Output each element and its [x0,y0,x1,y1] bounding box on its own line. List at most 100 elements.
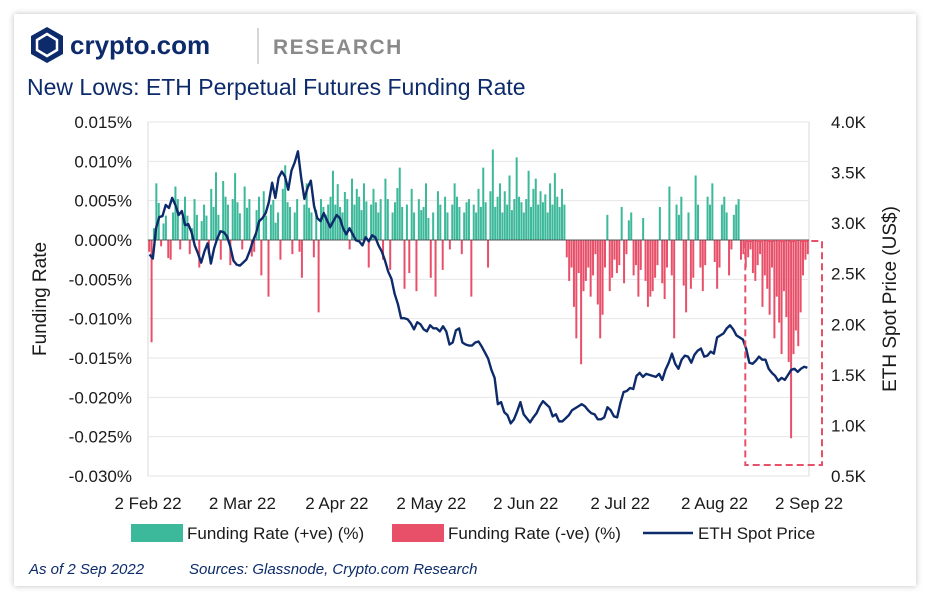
funding-bar-positive [377,212,380,240]
funding-bar-positive [513,199,516,240]
funding-bar-positive [563,204,566,240]
funding-bar-negative [434,240,437,297]
funding-bar-negative [754,240,757,281]
funding-bar-positive [720,204,723,240]
funding-bar-positive [413,212,416,240]
funding-bar-negative [618,240,621,266]
funding-bar-negative [389,240,392,270]
funding-bar-negative [654,240,657,278]
funding-bar-negative [608,240,611,292]
funding-bar-positive [472,204,475,240]
funding-bar-positive [737,199,740,240]
funding-bar-positive [694,175,697,240]
funding-bar-positive [725,212,728,240]
funding-bar-negative [596,240,599,305]
funding-bar-positive [732,214,735,240]
funding-bar-negative [778,240,781,323]
funding-bar-positive [465,202,468,240]
funding-bar-positive [358,196,361,240]
funding-bar-positive [417,199,420,240]
funding-bar-negative [802,240,805,276]
funding-bar-positive [269,204,272,240]
funding-bar-negative [670,240,673,276]
funding-bar-positive [494,206,497,240]
funding-bar-negative [603,240,606,268]
funding-bar-positive [553,173,556,240]
funding-bar-positive [534,178,537,240]
funding-bar-positive [620,206,623,240]
y2-axis-label: ETH Spot Price (US$) [880,206,901,392]
section-label: RESEARCH [273,36,403,59]
y-tick-label: -0.030% [69,467,132,486]
funding-bar-positive [482,167,485,240]
funding-bar-negative [763,240,766,276]
funding-bar-negative [382,240,385,260]
funding-bar-positive [224,196,227,240]
funding-bar-positive [329,196,332,240]
funding-bar-positive [222,181,225,240]
funding-bar-negative [747,240,750,258]
funding-bar-negative [408,240,411,274]
funding-bar-negative [739,240,742,260]
funding-bar-positive [446,212,449,240]
funding-bar-negative [487,240,490,268]
funding-bar-positive [539,191,542,240]
legend: Funding Rate (+ve) (%) Funding Rate (-ve… [131,524,815,543]
funding-bar-positive [183,196,186,240]
funding-bar-positive [322,206,325,240]
funding-bar-positive [379,199,382,240]
y2-tick-label: 4.0K [831,113,867,132]
funding-bar-positive [315,210,318,240]
funding-bar-negative [799,240,802,313]
funding-bar-positive [503,191,506,240]
funding-bar-positive [668,186,671,240]
funding-bar-negative [761,240,764,307]
funding-bar-negative [253,240,256,252]
funding-bar-negative [148,240,151,252]
x-tick-label: 2 Aug 22 [681,494,748,513]
funding-bar-negative [267,240,270,297]
funding-bar-positive [518,196,521,240]
funding-bar-positive [723,196,726,240]
funding-bar-positive [255,210,258,240]
funding-bar-positive [467,199,470,240]
y-tick-label: 0.000% [74,231,132,250]
funding-bar-positive [248,199,251,240]
funding-bar-negative [685,240,688,313]
funding-bar-negative [656,240,659,266]
funding-bar-positive [530,206,532,240]
funding-bar-positive [658,206,661,240]
funding-bar-negative [773,240,776,339]
funding-bar-negative [689,240,692,289]
funding-bar-positive [374,202,377,240]
funding-bar-negative [179,240,182,250]
funding-bar-positive [243,186,246,240]
funding-bar-positive [346,199,349,240]
funding-bar-positive [336,184,339,240]
funding-bar-negative [663,240,666,299]
funding-bar-positive [551,204,554,240]
funding-bar-positive [711,183,714,240]
funding-bar-negative [692,240,695,278]
funding-bar-positive [425,183,427,240]
funding-bar-positive [334,204,337,240]
funding-bar-positive [546,212,549,240]
y2-tick-label: 1.0K [831,416,867,435]
funding-bar-negative [797,240,800,347]
funding-bar-negative [448,240,451,250]
y2-tick-label: 2.5K [831,265,867,284]
funding-bar-positive [226,204,229,240]
funding-bar-positive [195,214,198,240]
funding-bar-positive [510,210,513,240]
funding-bar-positive [181,217,184,240]
funding-bar-negative [768,240,771,315]
y-axis-label: Funding Rate [30,242,51,356]
funding-bar-positive [427,217,430,240]
funding-bar-negative [429,240,432,278]
funding-bar-negative [279,240,282,260]
funding-bar-negative [625,240,628,255]
funding-bar-negative [570,240,573,268]
funding-bar-positive [296,199,299,240]
funding-bar-positive [205,215,208,240]
funding-bar-positive [496,196,499,240]
